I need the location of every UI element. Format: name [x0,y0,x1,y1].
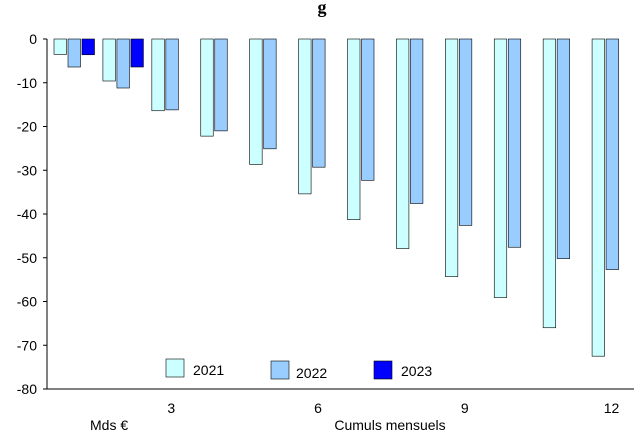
y-tick-label: -60 [17,294,37,310]
bar-2022-1 [67,38,81,68]
bar-2021-8 [396,38,410,249]
bar-2021-9 [445,38,459,277]
legend-swatch-2023 [373,360,393,380]
bar-2021-4 [200,38,214,137]
x-tick-label: 9 [461,400,469,416]
bar-2021-3 [151,38,165,112]
legend-swatch-2021 [165,358,185,378]
bar-2022-11 [556,38,570,259]
bar-2022-10 [507,38,522,248]
y-tick-label: -70 [17,337,37,353]
bar-2022-6 [312,38,326,168]
legend-label-2023: 2023 [401,363,432,379]
bar-2021-7 [347,38,361,220]
legend: 2021 2022 2023 [165,358,432,381]
bar-2021-1 [53,38,67,55]
chart-title-fragment: g [318,0,327,17]
x-axis-title: Cumuls mensuels [334,417,445,433]
legend-swatch-2022 [270,360,290,380]
bar-2021-12 [591,38,605,357]
y-tick-label: -10 [17,75,37,91]
y-tick-label: -50 [17,250,37,266]
bar-2022-12 [605,38,619,270]
bar-2021-6 [298,38,312,195]
y-tick-label: -40 [17,206,37,222]
y-tick-label: -30 [17,162,37,178]
bar-2023-2 [130,38,144,68]
y-tick-label: -20 [17,119,37,135]
bar-2022-3 [165,38,179,111]
bar-2021-10 [493,38,508,298]
bar-2021-11 [542,38,556,329]
y-tick-label: -80 [17,381,37,397]
x-tick-label: 12 [604,400,620,416]
unit-label: Mds € [90,417,128,433]
plot-area: 0 -10 -20 -30 -40 -50 -60 -70 -80 3 6 9 12 [17,31,634,416]
bar-2022-8 [410,38,424,204]
bar-2022-2 [116,38,130,89]
legend-label-2022: 2022 [296,365,327,381]
bar-2021-2 [102,38,116,82]
x-tick-label: 6 [314,400,322,416]
y-tick-label: 0 [29,31,37,47]
bar-2023-1 [81,38,95,56]
bar-2022-9 [459,38,473,226]
legend-label-2021: 2021 [193,362,224,378]
bar-2022-4 [214,38,228,132]
x-tick-label: 3 [167,400,175,416]
bar-2022-5 [263,38,277,150]
bar-2022-7 [361,38,375,181]
bar-2021-5 [249,38,263,165]
